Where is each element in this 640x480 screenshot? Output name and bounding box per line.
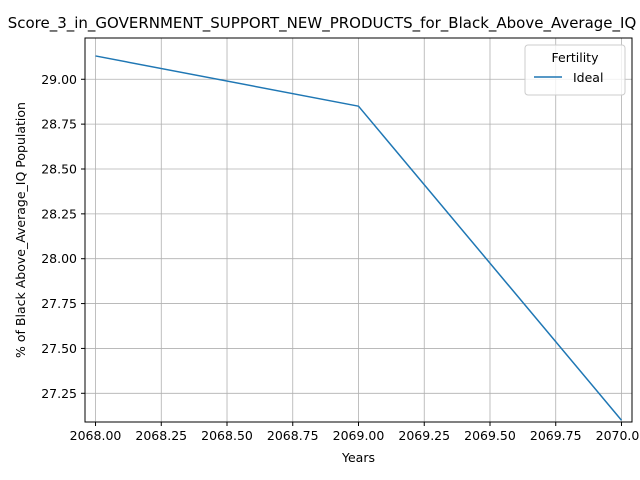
x-tick-label: 2068.00 — [70, 428, 122, 443]
x-tick-label: 2069.75 — [530, 428, 582, 443]
grid-lines — [85, 38, 632, 422]
legend-title: Fertility — [552, 50, 600, 65]
x-tick-label: 2068.75 — [267, 428, 319, 443]
y-axis-ticks: 27.25 27.50 27.75 28.00 28.25 28.50 28.75 29.00 — [41, 72, 85, 401]
y-tick-label: 28.00 — [41, 251, 77, 266]
legend-box — [524, 44, 626, 96]
legend-label: Ideal — [573, 70, 603, 85]
x-axis-ticks: 2068.00 2068.25 2068.50 2068.75 2069.00 2069.… — [70, 422, 640, 443]
x-tick-label: 2069.00 — [333, 428, 385, 443]
y-tick-label: 27.75 — [41, 296, 77, 311]
y-tick-label: 29.00 — [41, 72, 77, 87]
x-tick-label: 2069.50 — [464, 428, 516, 443]
x-tick-label: 2070.00 — [596, 428, 640, 443]
x-tick-label: 2068.50 — [201, 428, 253, 443]
chart-title: Score_3_in_GOVERNMENT_SUPPORT_NEW_PRODUC… — [8, 14, 637, 33]
series-line — [95, 55, 623, 421]
x-tick-label: 2068.25 — [135, 428, 187, 443]
x-tick-label: 2069.25 — [398, 428, 450, 443]
y-axis-label: % of Black Above_Average_IQ Population — [13, 102, 28, 358]
y-tick-label: 28.25 — [41, 206, 77, 221]
y-tick-label: 27.25 — [41, 386, 77, 401]
y-tick-label: 28.75 — [41, 117, 77, 132]
x-axis-label: Years — [341, 450, 375, 465]
y-tick-label: 28.50 — [41, 161, 77, 176]
legend: Fertility Ideal — [524, 44, 626, 96]
y-tick-label: 27.50 — [41, 341, 77, 356]
series-lines — [95, 55, 623, 421]
